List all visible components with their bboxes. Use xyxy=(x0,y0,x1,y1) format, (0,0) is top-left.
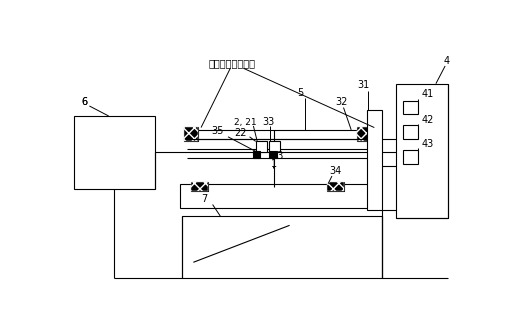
Bar xyxy=(184,127,198,141)
Text: 23: 23 xyxy=(271,151,283,161)
Text: 7: 7 xyxy=(201,194,207,204)
Bar xyxy=(187,130,365,139)
Bar xyxy=(180,184,378,208)
Bar xyxy=(396,84,448,218)
Text: 34: 34 xyxy=(330,166,342,176)
Text: 41: 41 xyxy=(422,89,434,99)
Text: 6: 6 xyxy=(82,97,88,107)
Text: 4: 4 xyxy=(444,56,450,66)
Bar xyxy=(327,182,344,191)
Text: 表带磁弦线圈组线: 表带磁弦线圈组线 xyxy=(209,58,256,69)
Text: 6: 6 xyxy=(82,97,88,107)
Bar xyxy=(182,216,382,278)
Text: 42: 42 xyxy=(422,115,434,125)
Text: 22: 22 xyxy=(234,128,246,138)
Bar xyxy=(403,125,418,139)
Bar xyxy=(403,150,418,164)
Bar xyxy=(74,116,155,189)
Bar xyxy=(256,141,267,152)
Bar xyxy=(191,182,208,191)
Bar xyxy=(269,141,280,152)
Bar xyxy=(269,151,277,158)
Text: 1: 1 xyxy=(271,159,277,169)
Bar xyxy=(191,182,208,191)
Bar xyxy=(357,127,371,141)
Text: 2, 21: 2, 21 xyxy=(234,118,257,127)
Bar xyxy=(357,127,371,141)
Text: 35: 35 xyxy=(211,126,224,136)
Bar xyxy=(403,101,418,114)
Bar xyxy=(253,151,261,158)
Text: 5: 5 xyxy=(297,88,304,98)
Text: 43: 43 xyxy=(422,139,434,150)
Bar xyxy=(367,110,382,210)
Bar xyxy=(184,127,198,141)
Text: 32: 32 xyxy=(336,97,348,107)
Bar xyxy=(327,182,344,191)
Text: 31: 31 xyxy=(357,80,370,90)
Text: 33: 33 xyxy=(263,117,275,127)
